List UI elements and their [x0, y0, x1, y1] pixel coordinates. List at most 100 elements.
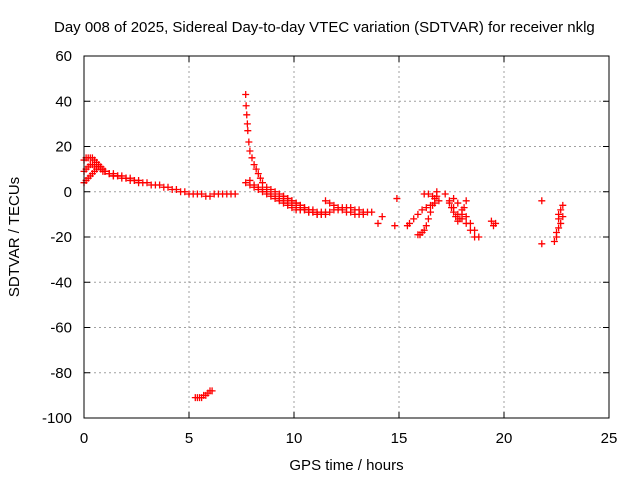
- y-tick-label: 60: [55, 48, 72, 65]
- data-point: [231, 190, 239, 198]
- data-point: [280, 192, 287, 200]
- data-point: [101, 167, 109, 175]
- data-point: [454, 199, 462, 207]
- data-point: [275, 197, 283, 205]
- data-point: [427, 208, 434, 216]
- data-point: [559, 213, 567, 221]
- data-point: [424, 190, 432, 198]
- data-point: [301, 204, 308, 212]
- data-point: [550, 238, 558, 246]
- data-point: [462, 197, 470, 205]
- data-point: [326, 208, 334, 216]
- data-point: [433, 192, 441, 200]
- data-point: [242, 179, 250, 187]
- data-point: [466, 219, 474, 227]
- data-point: [250, 183, 258, 191]
- data-point: [448, 204, 455, 212]
- y-tick-label: -20: [50, 229, 72, 246]
- data-point: [245, 138, 253, 146]
- y-tick-label: -40: [50, 274, 72, 291]
- y-tick-label: -60: [50, 320, 72, 337]
- data-point: [252, 165, 260, 173]
- data-point: [271, 195, 279, 203]
- data-point: [378, 213, 386, 221]
- data-point: [471, 226, 479, 234]
- data-point: [338, 206, 346, 214]
- data-point: [391, 222, 399, 230]
- data-point: [97, 163, 105, 171]
- data-point: [248, 154, 256, 162]
- data-point: [135, 176, 143, 184]
- data-point: [309, 206, 317, 214]
- data-point: [105, 170, 113, 178]
- x-tick-label: 0: [80, 430, 88, 447]
- data-point: [435, 197, 443, 205]
- x-tick-label: 5: [185, 430, 193, 447]
- data-point: [475, 233, 483, 241]
- data-point: [359, 210, 367, 218]
- data-point: [242, 102, 250, 110]
- data-point: [420, 226, 428, 234]
- data-point: [555, 224, 563, 232]
- data-point: [410, 215, 418, 223]
- data-point: [368, 208, 376, 216]
- data-point: [296, 201, 304, 209]
- data-point: [244, 127, 252, 135]
- data-point: [243, 120, 251, 128]
- y-tick-label: 40: [55, 93, 72, 110]
- y-axis-label: SDTVAR / TECUs: [6, 177, 23, 297]
- y-tick-label: 20: [55, 139, 72, 156]
- data-point: [267, 192, 275, 200]
- data-point: [559, 201, 567, 209]
- data-point: [256, 174, 264, 182]
- data-point: [288, 197, 296, 205]
- data-point: [292, 199, 300, 207]
- data-point: [181, 188, 189, 196]
- data-point: [198, 190, 206, 198]
- x-tick-label: 10: [286, 430, 303, 447]
- data-point: [445, 199, 453, 207]
- data-point: [458, 206, 466, 214]
- data-point: [406, 219, 413, 227]
- data-point: [450, 195, 458, 203]
- data-point: [280, 199, 287, 207]
- data-point: [422, 222, 430, 230]
- data-point: [538, 197, 546, 205]
- data-point: [246, 181, 254, 189]
- data-point: [334, 204, 342, 212]
- data-point: [288, 204, 296, 212]
- y-tick-label: -100: [42, 410, 72, 427]
- y-tick-label: 0: [64, 184, 72, 201]
- data-point: [284, 195, 292, 203]
- x-axis-label: GPS time / hours: [289, 457, 403, 474]
- data-point: [492, 219, 500, 227]
- data-point: [254, 185, 262, 193]
- data-point: [208, 387, 216, 395]
- axis-ticks: 0 5 10 15 20 25 -100 -80 -60 -40 -20 0 20 40 60: [42, 48, 617, 447]
- data-point: [462, 213, 470, 221]
- chart-title: Day 008 of 2025, Sidereal Day-to-day VTE…: [54, 19, 595, 36]
- data-point: [284, 201, 292, 209]
- data-point: [118, 172, 126, 180]
- data-point: [414, 210, 422, 218]
- data-point: [263, 190, 271, 198]
- data-point: [254, 170, 262, 178]
- data-point: [424, 215, 432, 223]
- data-point: [452, 213, 460, 221]
- data-point: [143, 179, 151, 187]
- data-point: [246, 147, 254, 155]
- data-point: [326, 199, 334, 207]
- data-point: [259, 188, 266, 196]
- x-tick-label: 25: [601, 430, 618, 447]
- data-point: [456, 215, 464, 223]
- data-point: [450, 208, 458, 216]
- data-point: [347, 208, 355, 216]
- x-tick-label: 15: [391, 430, 408, 447]
- data-point: [441, 190, 449, 198]
- data-point: [164, 183, 172, 191]
- x-tick-label: 20: [496, 430, 513, 447]
- gridlines: [84, 56, 609, 418]
- data-point: [557, 206, 565, 214]
- data-point: [418, 206, 426, 214]
